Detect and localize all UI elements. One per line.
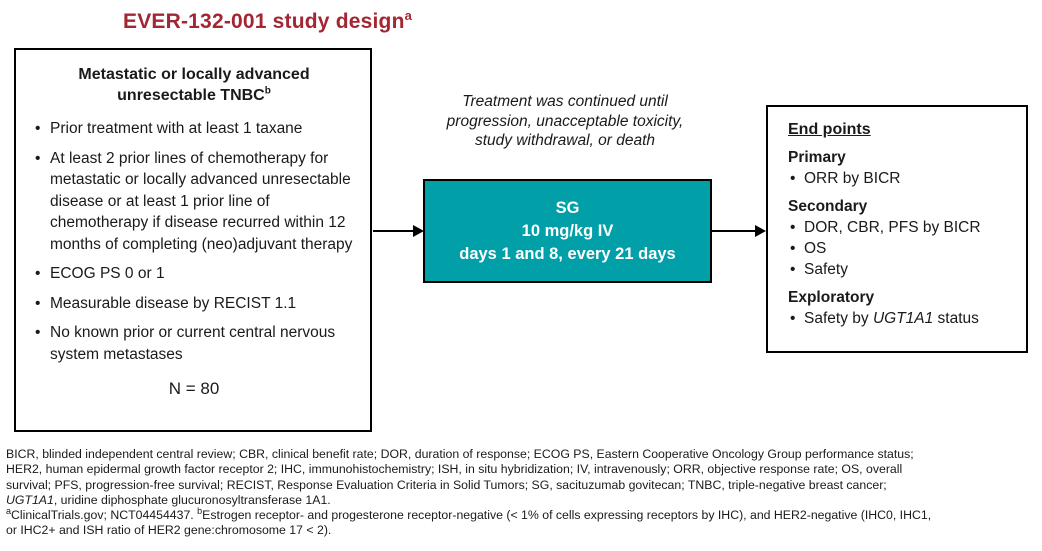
sample-size-label: N = 80 (168, 379, 220, 398)
population-box: Metastatic or locally advanced unresectab… (14, 48, 372, 432)
population-bullet-list: Prior treatment with at least 1 taxane At… (32, 118, 356, 365)
endpoint-item: ORR by BICR (788, 168, 1016, 189)
text-line: unresectable TNBCb (117, 85, 271, 104)
treatment-box-line: days 1 and 8, every 21 days (459, 244, 676, 263)
endpoint-item: Safety (788, 259, 1016, 280)
text-line: Metastatic or locally advanced (78, 66, 310, 83)
endpoints-section-secondary: Secondary DOR, CBR, PFS by BICROSSafety (788, 196, 1016, 280)
endpoints-secondary-label: Secondary (788, 198, 868, 215)
footnotes: BICR, blinded independent central review… (6, 447, 1038, 539)
footnote-line: HER2, human epidermal growth factor rece… (6, 462, 903, 477)
footnote-line: BICR, blinded independent central review… (6, 447, 914, 461)
footnote-line: survival; PFS, progression-free survival… (6, 477, 887, 492)
endpoints-heading: End points (788, 121, 871, 138)
footnote-line: aClinicalTrials.gov; NCT04454437. bEstro… (6, 506, 932, 523)
endpoints-primary-label: Primary (788, 149, 846, 166)
population-bullet: Prior treatment with at least 1 taxane (32, 118, 356, 140)
endpoints-box: End points Primary ORR by BICR Secondary… (766, 105, 1028, 353)
endpoints-exploratory-label: Exploratory (788, 289, 875, 306)
footnote-line: or IHC2+ and ISH ratio of HER2 gene:chro… (6, 523, 332, 538)
population-heading: Metastatic or locally advanced unresectab… (32, 64, 356, 106)
treatment-note-line: Treatment was continued until (462, 93, 668, 110)
population-bullet: Measurable disease by RECIST 1.1 (32, 293, 356, 315)
population-bullet: No known prior or current central nervou… (32, 322, 356, 365)
treatment-continuation-note: Treatment was continued until progression… (398, 92, 732, 151)
treatment-note-line: study withdrawal, or death (474, 132, 656, 149)
endpoints-section-primary: Primary ORR by BICR (788, 147, 1016, 189)
endpoint-item: Safety by UGT1A1 status (788, 308, 1016, 329)
arrow-population-to-treatment-head (413, 225, 424, 237)
treatment-note-line: progression, unacceptable toxicity, (446, 112, 684, 130)
arrow-treatment-to-endpoints-line (712, 230, 757, 232)
endpoints-exploratory-items: Safety by UGT1A1 status (788, 308, 1016, 329)
treatment-box-line: 10 mg/kg IV (521, 221, 614, 240)
population-bullet: At least 2 prior lines of chemotherapy f… (32, 148, 356, 256)
treatment-box: SG 10 mg/kg IV days 1 and 8, every 21 days (423, 179, 712, 283)
footnote-line: UGT1A1, uridine diphosphate glucuronosyl… (6, 492, 331, 507)
treatment-box-line: SG (555, 198, 580, 217)
endpoint-item: OS (788, 238, 1016, 259)
arrow-treatment-to-endpoints-head (755, 225, 766, 237)
population-bullet: ECOG PS 0 or 1 (32, 263, 356, 285)
endpoint-item: DOR, CBR, PFS by BICR (788, 217, 1016, 238)
endpoints-section-exploratory: Exploratory Safety by UGT1A1 status (788, 287, 1016, 329)
endpoints-secondary-items: DOR, CBR, PFS by BICROSSafety (788, 217, 1016, 280)
page-title: EVER-132-001 study designa (123, 8, 413, 33)
endpoints-primary-items: ORR by BICR (788, 168, 1016, 189)
arrow-population-to-treatment-line (373, 230, 415, 232)
